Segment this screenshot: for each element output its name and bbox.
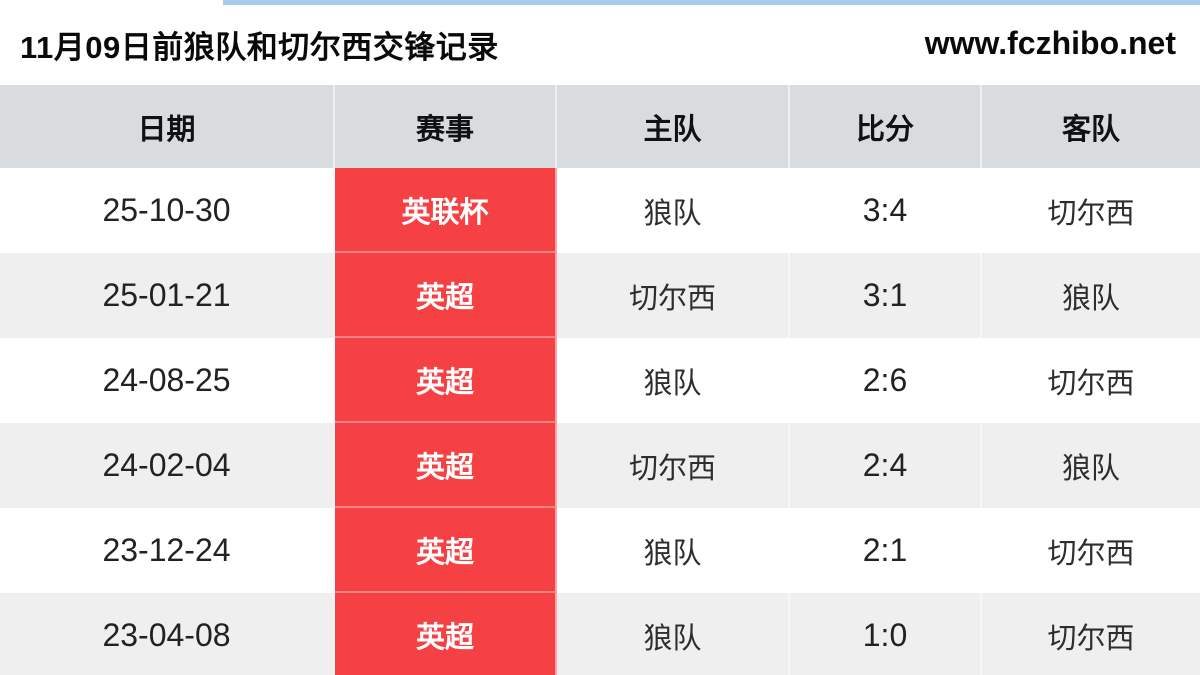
table-body: 25-10-30 英联杯 狼队 3:4 切尔西 25-01-21 英超 切尔西 3:1 狼队 24-… — [0, 168, 1200, 675]
column-header-competition: 赛事 — [335, 85, 557, 168]
cell-away: 切尔西 — [1047, 622, 1135, 655]
cell-date: 25-10-30 — [0, 168, 335, 253]
cell-home: 狼队 — [557, 338, 790, 423]
cell-competition: 英超 — [335, 593, 557, 675]
page-title: 11月09日前狼队和切尔西交锋记录 — [20, 30, 499, 65]
cell-date: 24-08-25 — [0, 338, 335, 423]
cell-date: 24-02-04 — [0, 423, 335, 508]
cell-score: 2:4 — [790, 423, 982, 508]
matches-table: 日期 赛事 主队 比分 客队 25-10-30 英联杯 狼队 3:4 切尔西 25-01-21 英超… — [0, 85, 1200, 675]
column-header-away: 客队 — [1061, 113, 1120, 146]
table-row: 24-02-04 英超 切尔西 2:4 狼队 — [0, 423, 1200, 508]
site-url: www.fczhibo.net — [924, 25, 1176, 61]
cell-away: 切尔西 — [1047, 537, 1135, 570]
cell-score: 2:6 — [790, 338, 982, 423]
cell-home: 狼队 — [557, 593, 790, 675]
top-accent-line — [223, 0, 1200, 5]
table-header-row: 日期 赛事 主队 比分 客队 — [0, 85, 1200, 168]
cell-away: 狼队 — [1061, 282, 1120, 315]
title-bar: 11月09日前狼队和切尔西交锋记录 www.fczhibo.net — [0, 0, 1200, 85]
cell-home: 狼队 — [557, 168, 790, 253]
cell-home: 切尔西 — [557, 253, 790, 338]
cell-score: 2:1 — [790, 508, 982, 593]
cell-home: 狼队 — [557, 508, 790, 593]
column-header-date: 日期 — [0, 85, 335, 168]
cell-date: 23-04-08 — [0, 593, 335, 675]
cell-score: 3:4 — [790, 168, 982, 253]
cell-competition: 英超 — [335, 508, 557, 593]
cell-competition: 英超 — [335, 253, 557, 338]
cell-away: 切尔西 — [1047, 367, 1135, 400]
table-row: 23-04-08 英超 狼队 1:0 切尔西 — [0, 593, 1200, 675]
table-row: 23-12-24 英超 狼队 2:1 切尔西 — [0, 508, 1200, 593]
table-row: 24-08-25 英超 狼队 2:6 切尔西 — [0, 338, 1200, 423]
cell-date: 25-01-21 — [0, 253, 335, 338]
cell-competition: 英超 — [335, 338, 557, 423]
cell-score: 3:1 — [790, 253, 982, 338]
table-row: 25-10-30 英联杯 狼队 3:4 切尔西 — [0, 168, 1200, 253]
column-header-score: 比分 — [790, 85, 982, 168]
table-row: 25-01-21 英超 切尔西 3:1 狼队 — [0, 253, 1200, 338]
cell-away: 切尔西 — [1047, 197, 1135, 230]
cell-competition: 英联杯 — [335, 168, 557, 253]
cell-competition: 英超 — [335, 423, 557, 508]
cell-home: 切尔西 — [557, 423, 790, 508]
cell-date: 23-12-24 — [0, 508, 335, 593]
cell-score: 1:0 — [790, 593, 982, 675]
cell-away: 狼队 — [1061, 452, 1120, 485]
column-header-home: 主队 — [557, 85, 790, 168]
